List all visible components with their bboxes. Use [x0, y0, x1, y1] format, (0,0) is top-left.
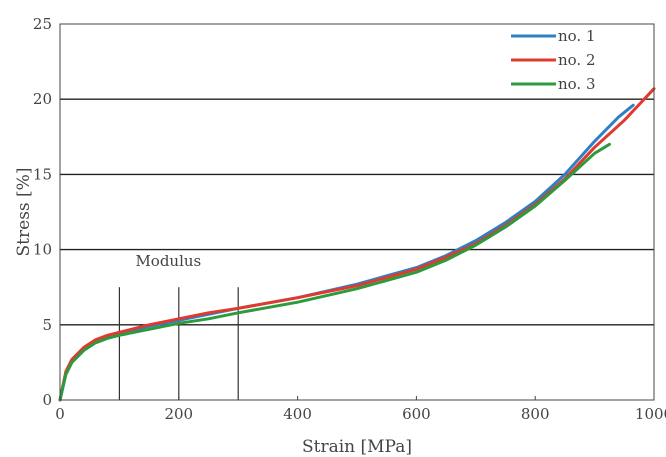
y-axis-title: Stress [%]	[14, 168, 34, 257]
series-lines	[58, 87, 656, 402]
y-tick-label: 10	[33, 241, 52, 259]
y-axis-ticks: 0 5 10 15 20 25	[33, 15, 52, 409]
x-tick-label: 200	[164, 405, 193, 423]
x-axis-title: Strain [MPa]	[302, 437, 412, 457]
x-tick-label: 0	[55, 405, 65, 423]
y-tick-label: 0	[42, 391, 52, 409]
legend-label: no. 2	[558, 51, 596, 69]
legend-label: no. 1	[558, 27, 596, 45]
gridlines	[60, 98, 654, 326]
legend: no. 1 no. 2 no. 3	[511, 27, 596, 93]
x-tick-label: 400	[283, 405, 312, 423]
y-tick-label: 15	[33, 165, 52, 183]
modulus-markers	[118, 287, 239, 400]
x-tick-label: 800	[521, 405, 550, 423]
x-tick-label: 600	[402, 405, 431, 423]
modulus-annotation: Modulus	[135, 252, 201, 270]
legend-label: no. 3	[558, 75, 596, 93]
series-line-2	[58, 87, 656, 402]
series-line-3	[58, 142, 611, 402]
y-tick-label: 25	[33, 15, 52, 33]
y-tick-label: 5	[42, 316, 52, 334]
plot-frame	[59, 23, 655, 401]
y-tick-label: 20	[33, 90, 52, 108]
